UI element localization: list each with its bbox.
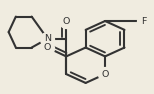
Text: F: F [141, 17, 147, 25]
Text: O: O [101, 70, 109, 79]
Text: O: O [63, 17, 70, 25]
Text: O: O [44, 43, 51, 52]
Text: N: N [44, 34, 51, 43]
